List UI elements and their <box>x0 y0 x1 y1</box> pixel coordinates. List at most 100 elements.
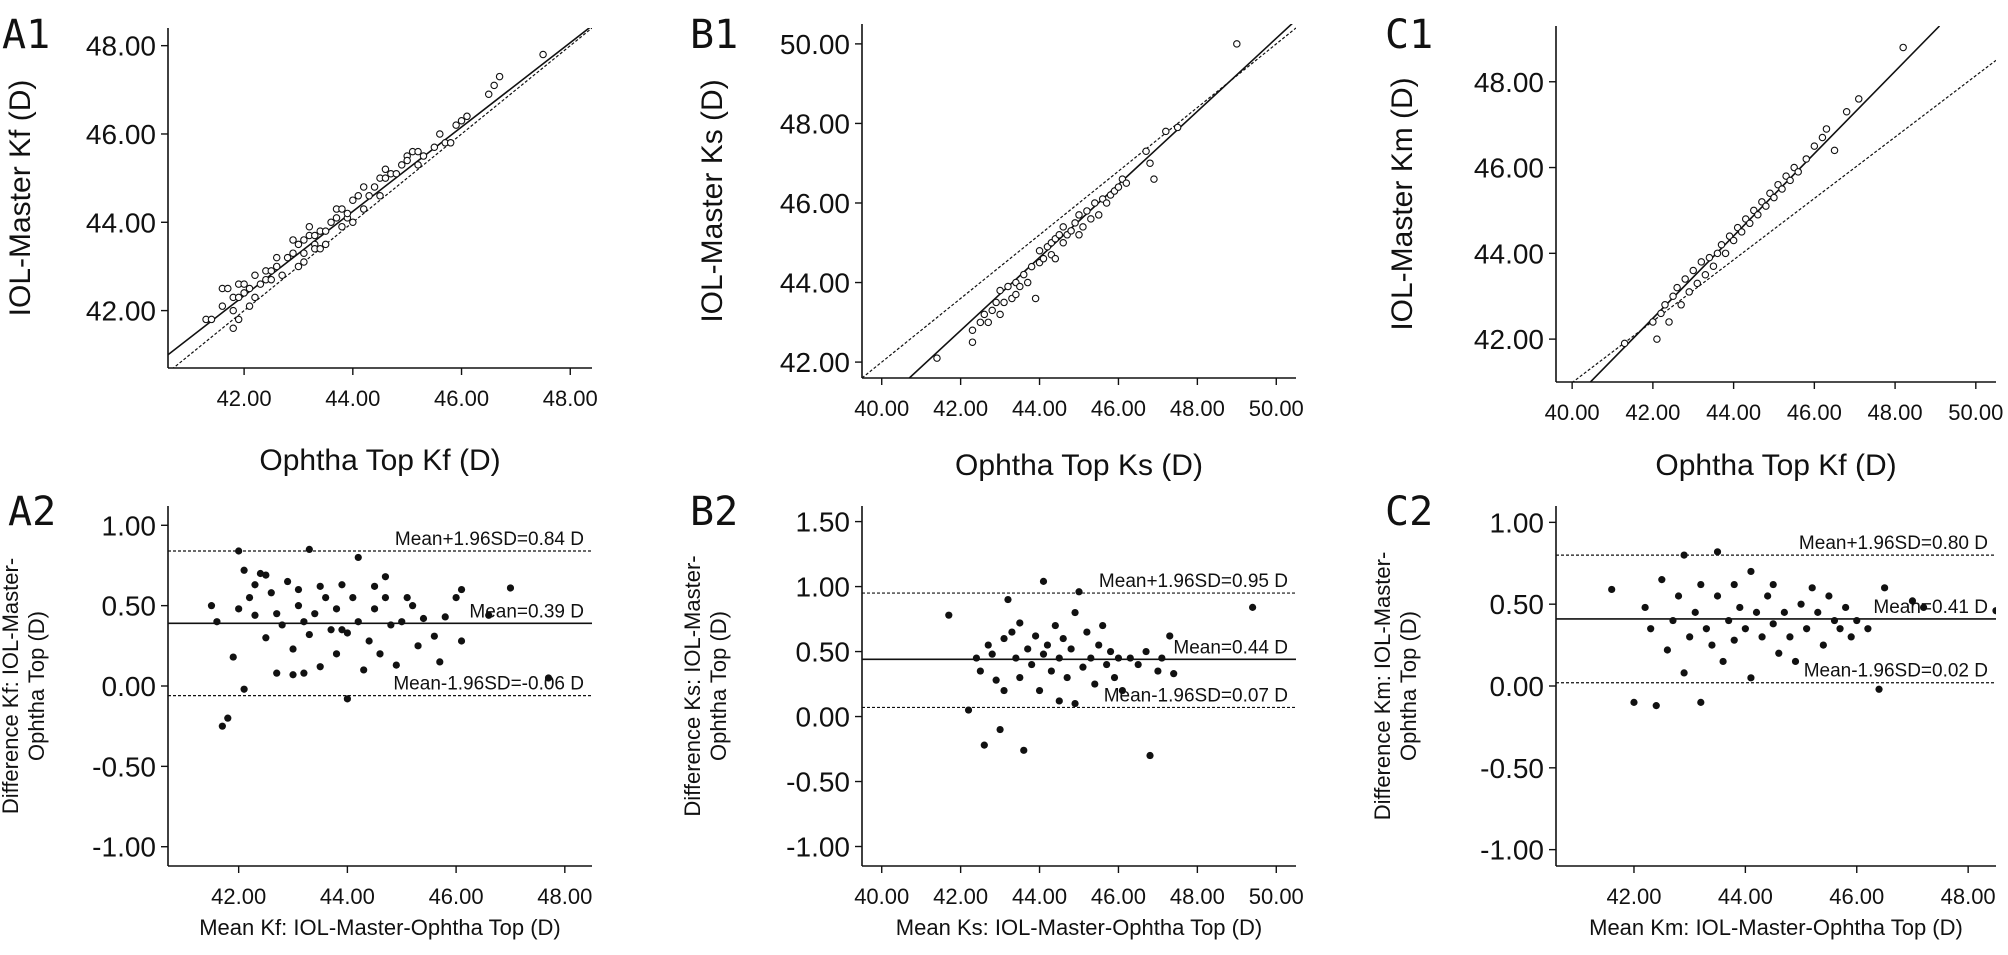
data-point <box>1663 646 1671 654</box>
data-point <box>332 605 341 613</box>
data-point <box>229 324 237 333</box>
data-point <box>1708 641 1716 649</box>
data-point <box>996 725 1004 734</box>
data-point <box>980 310 989 319</box>
data-point <box>457 637 466 645</box>
y-tick-label: 42.00 <box>86 296 156 327</box>
data-point <box>1697 258 1706 266</box>
data-point <box>1649 318 1657 326</box>
data-point <box>1063 673 1071 682</box>
data-point <box>1087 654 1095 662</box>
panel-label: B2 <box>690 489 738 535</box>
data-point <box>1016 673 1024 682</box>
data-point <box>430 632 438 640</box>
data-point <box>457 116 466 125</box>
data-point <box>1737 228 1746 236</box>
y-axis-label: IOL-Master Km (D) <box>1386 77 1419 330</box>
y-axis-label-line: Ophtha Top (D) <box>24 611 49 761</box>
data-point <box>218 722 226 730</box>
data-point <box>1102 199 1111 207</box>
data-point <box>1075 211 1083 219</box>
data-point <box>1657 309 1665 318</box>
data-point <box>1146 751 1154 760</box>
data-point <box>1786 633 1794 641</box>
data-point <box>1713 592 1722 600</box>
y-tick-label: -0.50 <box>92 751 156 782</box>
data-point <box>463 112 471 121</box>
data-point <box>240 685 248 693</box>
panel-label: A2 <box>8 489 56 535</box>
x-tick-label: 44.00 <box>1718 884 1773 909</box>
data-point <box>262 634 270 642</box>
data-point <box>283 577 292 586</box>
x-tick-label: 44.00 <box>320 884 375 909</box>
data-point <box>234 315 243 324</box>
data-point <box>1000 634 1008 643</box>
data-point <box>1797 600 1805 608</box>
data-point <box>484 90 493 98</box>
data-point <box>1758 633 1766 641</box>
data-point <box>294 602 303 610</box>
panel-c1: C1 40.00 42.00 44.00 46.00 48.00 50.00 42.00 44.… <box>1385 12 2003 482</box>
x-tick-label: 48.00 <box>1868 400 1923 425</box>
data-point <box>229 306 237 315</box>
plot-area <box>168 545 592 730</box>
data-point <box>485 611 493 619</box>
data-point <box>1071 219 1079 227</box>
data-point <box>452 594 460 602</box>
data-point <box>224 714 232 722</box>
data-point <box>1008 628 1016 636</box>
y-tick-label: -1.00 <box>92 832 156 863</box>
limit-label: Mean-1.96SD=0.07 D <box>1104 685 1288 706</box>
data-point <box>360 666 368 674</box>
y-tick-label: -0.50 <box>1480 753 1544 784</box>
x-axis-label: Ophtha Top Kf (D) <box>259 444 500 477</box>
x-tick-label: 46.00 <box>1091 884 1146 909</box>
data-point <box>338 581 346 589</box>
data-point <box>256 569 265 578</box>
data-point <box>1016 619 1024 627</box>
data-point <box>1067 645 1075 653</box>
data-point <box>1039 254 1048 263</box>
data-point <box>1689 266 1697 275</box>
data-point <box>278 271 286 280</box>
data-point <box>245 302 254 310</box>
y-tick-label: 0.00 <box>1490 671 1545 702</box>
data-point <box>1055 654 1063 662</box>
data-point <box>1729 236 1738 245</box>
data-point <box>976 318 985 327</box>
data-point <box>1658 576 1666 584</box>
y-tick-label: 50.00 <box>780 29 850 60</box>
y-tick-label: 42.00 <box>780 347 850 378</box>
data-point <box>1099 621 1107 630</box>
x-axis-label: Ophtha Top Kf (D) <box>1655 449 1896 482</box>
data-point <box>1814 608 1822 616</box>
x-tick-label: 42.00 <box>1606 884 1661 909</box>
data-point <box>1075 231 1083 239</box>
data-point <box>1020 746 1028 754</box>
data-point <box>1754 210 1762 219</box>
data-point <box>365 192 373 200</box>
data-point <box>1721 249 1730 258</box>
y-axis-label-line: Difference Km: IOL-Master- <box>1370 552 1395 821</box>
data-point <box>305 630 313 639</box>
data-point <box>988 306 996 315</box>
data-point <box>272 253 281 262</box>
data-point <box>1647 625 1655 633</box>
data-point <box>1769 620 1777 628</box>
data-point <box>1701 271 1710 279</box>
x-tick-label: 40.00 <box>1545 400 1600 425</box>
data-point <box>234 293 243 302</box>
data-point <box>996 310 1004 319</box>
data-point <box>1775 649 1783 657</box>
x-tick-label: 46.00 <box>1091 396 1146 421</box>
panel-a2: A2 42.00 44.00 46.00 48.00 1.00 0.50 0.00 -0.50 -… <box>0 489 592 940</box>
data-point <box>1747 674 1755 682</box>
data-point <box>338 626 346 634</box>
data-point <box>349 218 357 227</box>
data-point <box>343 629 351 637</box>
panel-label: A1 <box>2 12 50 58</box>
data-point <box>245 594 254 602</box>
data-point <box>414 147 422 156</box>
y-axis-label: Difference Kf: IOL-Master-Ophtha Top (D) <box>0 558 49 814</box>
